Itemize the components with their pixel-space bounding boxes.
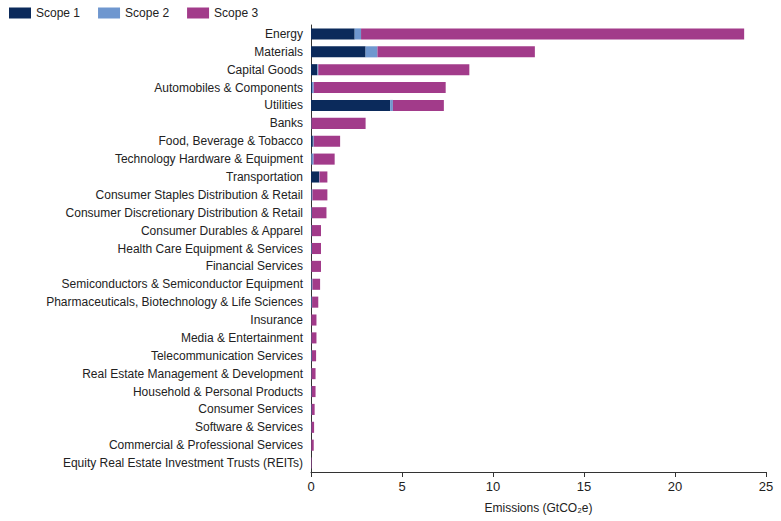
- svg-text:Real Estate Management & Devel: Real Estate Management & Development: [82, 367, 303, 381]
- svg-text:Commercial & Professional Serv: Commercial & Professional Services: [109, 438, 303, 452]
- svg-text:Consumer Staples Distribution: Consumer Staples Distribution & Retail: [96, 188, 303, 202]
- svg-text:Materials: Materials: [254, 45, 303, 59]
- svg-text:Insurance: Insurance: [250, 313, 303, 327]
- svg-text:Consumer Services: Consumer Services: [198, 402, 303, 416]
- svg-text:Pharmaceuticals, Biotechnology: Pharmaceuticals, Biotechnology & Life Sc…: [46, 295, 303, 309]
- svg-text:Automobiles & Components: Automobiles & Components: [154, 81, 303, 95]
- svg-text:25: 25: [759, 479, 773, 494]
- svg-text:Telecommunication Services: Telecommunication Services: [151, 349, 303, 363]
- svg-text:Utilities: Utilities: [264, 98, 303, 112]
- svg-text:Semiconductors & Semiconductor: Semiconductors & Semiconductor Equipment: [62, 277, 304, 291]
- svg-text:Equity Real Estate Investment: Equity Real Estate Investment Trusts (RE…: [63, 456, 303, 470]
- svg-text:Technology Hardware & Equipmen: Technology Hardware & Equipment: [115, 152, 304, 166]
- svg-text:0: 0: [307, 479, 314, 494]
- svg-text:15: 15: [577, 479, 591, 494]
- svg-text:Media & Entertainment: Media & Entertainment: [181, 331, 304, 345]
- svg-text:Banks: Banks: [270, 116, 303, 130]
- svg-text:Software & Services: Software & Services: [195, 420, 303, 434]
- svg-text:Consumer Durables & Apparel: Consumer Durables & Apparel: [141, 224, 303, 238]
- svg-text:5: 5: [398, 479, 405, 494]
- svg-text:Financial Services: Financial Services: [206, 259, 303, 273]
- svg-text:Food, Beverage & Tobacco: Food, Beverage & Tobacco: [158, 134, 303, 148]
- svg-text:Consumer Discretionary Distrib: Consumer Discretionary Distribution & Re…: [66, 206, 303, 220]
- svg-text:Scope 2: Scope 2: [125, 6, 169, 20]
- svg-text:Scope 1: Scope 1: [36, 6, 80, 20]
- svg-text:Capital Goods: Capital Goods: [227, 63, 303, 77]
- svg-text:10: 10: [486, 479, 500, 494]
- svg-text:Transportation: Transportation: [226, 170, 303, 184]
- svg-text:Household & Personal Products: Household & Personal Products: [133, 385, 303, 399]
- svg-text:Emissions (GtCO₂e): Emissions (GtCO₂e): [484, 501, 592, 515]
- svg-text:Energy: Energy: [265, 27, 303, 41]
- svg-text:Health Care Equipment & Servic: Health Care Equipment & Services: [118, 242, 303, 256]
- svg-text:20: 20: [668, 479, 682, 494]
- svg-text:Scope 3: Scope 3: [214, 6, 258, 20]
